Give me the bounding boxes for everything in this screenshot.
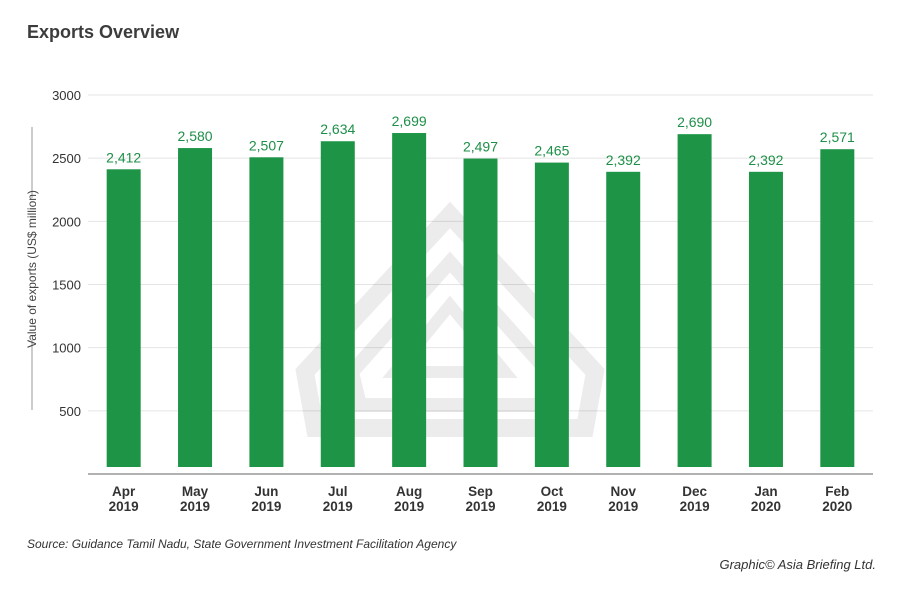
bar — [463, 158, 498, 468]
bar — [606, 171, 641, 467]
y-tick-label: 3000 — [52, 88, 81, 103]
data-label: 2,497 — [463, 139, 498, 155]
data-label: 2,580 — [178, 128, 213, 144]
data-label: 2,392 — [748, 152, 783, 168]
y-tick-label: 2000 — [52, 214, 81, 229]
data-label: 2,634 — [320, 121, 355, 137]
data-label: 2,699 — [392, 113, 427, 129]
bar — [106, 169, 141, 467]
y-tick-label: 1500 — [52, 278, 81, 293]
x-tick-label: Aug 2019 — [394, 484, 424, 514]
bar — [178, 148, 213, 467]
x-tick-label: May 2019 — [180, 484, 210, 514]
x-tick-label: Apr 2019 — [109, 484, 139, 514]
x-tick-label: Feb 2020 — [822, 484, 852, 514]
y-axis-title: Value of exports (US$ million) — [25, 190, 39, 348]
bar — [249, 157, 284, 467]
data-label: 2,507 — [249, 137, 284, 153]
data-label: 2,571 — [820, 129, 855, 145]
bar — [748, 171, 783, 467]
x-tick-label: Jul 2019 — [323, 484, 353, 514]
data-label: 2,392 — [606, 152, 641, 168]
data-label: 2,465 — [534, 143, 569, 159]
bar — [820, 149, 855, 467]
x-tick-label: Jan 2020 — [751, 484, 781, 514]
data-labels: 2,412 2,580 2,507 2,634 2,699 2,497 2,465 2,392… — [106, 113, 855, 168]
x-tick-label: Sep 2019 — [465, 484, 495, 514]
x-tick-label: Nov 2019 — [608, 484, 638, 514]
y-tick-label: 500 — [59, 404, 81, 419]
graphic-credit: Graphic© Asia Briefing Ltd. — [719, 557, 876, 572]
x-tick-label: Jun 2019 — [251, 484, 281, 514]
x-axis-labels: Apr 2019 May 2019 Jun 2019 Jul 2019 Aug 2019 Sep 20… — [109, 484, 853, 514]
chart-title: Exports Overview — [27, 22, 180, 42]
bar — [320, 141, 355, 467]
data-label: 2,412 — [106, 149, 141, 165]
source-note: Source: Guidance Tamil Nadu, State Gover… — [27, 537, 457, 551]
y-tick-label: 2500 — [52, 151, 81, 166]
x-tick-label: Oct 2019 — [537, 484, 567, 514]
x-tick-label: Dec 2019 — [680, 484, 710, 514]
bar — [534, 162, 569, 468]
data-label: 2,690 — [677, 114, 712, 130]
y-tick-label: 1000 — [52, 341, 81, 356]
y-axis-ticks: 500 1000 1500 2000 2500 3000 — [52, 88, 81, 419]
bars — [106, 133, 855, 468]
bar — [392, 133, 427, 467]
bar — [677, 134, 712, 467]
